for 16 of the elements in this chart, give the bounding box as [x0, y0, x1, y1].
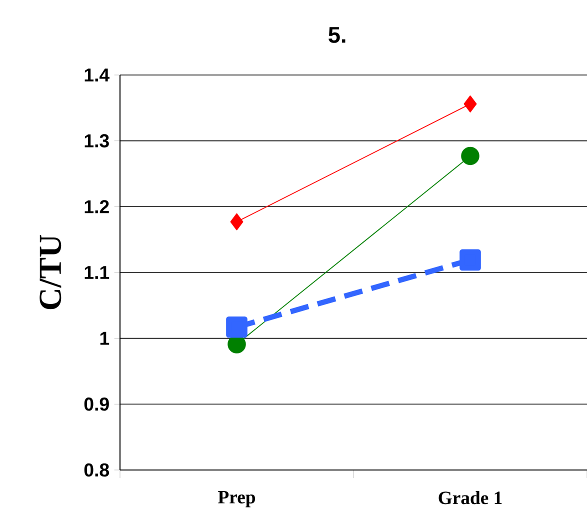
y-tick-label: 0.8: [84, 463, 110, 477]
point: [226, 316, 248, 338]
y-tick-label: 1.1: [84, 266, 110, 279]
point: [461, 146, 480, 166]
point: [460, 249, 481, 271]
x-tick-label: Prep: [218, 491, 256, 508]
y-tick-label: 1.2: [84, 200, 109, 214]
point: [464, 95, 477, 112]
y-tick-label: 1.3: [84, 134, 109, 148]
y-tick-label: 1: [100, 332, 110, 345]
x-tick-label: Grade 1: [438, 491, 502, 504]
y-axis-title: C/TU: [40, 235, 62, 310]
chart-title: 5.: [328, 27, 346, 43]
y-tick-label: 1.4: [84, 68, 110, 82]
y-tick-label: 0.9: [84, 398, 109, 411]
point: [230, 213, 244, 230]
